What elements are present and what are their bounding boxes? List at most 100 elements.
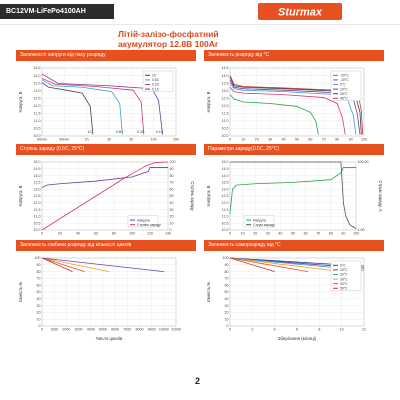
- legend-label: 10°C: [340, 87, 348, 91]
- y-tick-label: 0: [227, 324, 229, 328]
- chart-voltage-vs-time: 14.6 14.0 13.5 13.0 12.5 12.0 11.5 11.0 10.5 10.0…: [18, 66, 179, 151]
- y2-tick-label: 0: [170, 228, 172, 232]
- y-tick-label: 11.0: [34, 215, 41, 219]
- legend-label: 1C: [152, 74, 157, 78]
- y-tick-label: 14.6: [34, 66, 41, 70]
- y2-tick-label: 100.00: [358, 160, 369, 164]
- y-tick-label: 13.0: [222, 89, 229, 93]
- chart-discharge-vs-temp: 14.6 14.0 13.5 13.0 12.5 12.0 11.5 11.0 10.5 10.0…: [206, 66, 367, 151]
- legend-box: [142, 70, 174, 92]
- series-line: [41, 257, 85, 272]
- x-tick-label: 7000: [123, 328, 131, 332]
- legend-label: Струм заряду: [253, 223, 275, 227]
- x-tick-label: 80: [329, 232, 333, 236]
- page-header: BC12VM-LiFePo4100AH Sturmax: [0, 0, 400, 25]
- legend-label: 45°C: [340, 97, 348, 101]
- y2-axis-label: Ступінь заряду: [190, 181, 195, 211]
- y-tick-label: 90: [225, 263, 229, 267]
- x-tick-label: 60: [304, 232, 308, 236]
- x-tick-label: 6000: [111, 328, 119, 332]
- legend-label: 40°C: [340, 282, 348, 286]
- y2-tick-label: 70: [170, 181, 174, 185]
- legend-label: 50°C: [340, 287, 348, 291]
- y-tick-label: 70: [37, 277, 41, 281]
- x-tick-label: 2h: [85, 138, 89, 142]
- x-tick-label: 20: [255, 138, 259, 142]
- y-axis-label: Напруга, В: [206, 185, 211, 206]
- y-tick-label: 40: [37, 297, 41, 301]
- y-axis-label: Напруга, В: [18, 185, 23, 206]
- x-tick-label: 50: [291, 232, 295, 236]
- series-line: [229, 82, 357, 135]
- y-tick-label: 12.0: [34, 104, 41, 108]
- x-tick-label: 40: [282, 138, 286, 142]
- y-tick-label: 13.0: [222, 187, 229, 191]
- x-tick-label: 60: [94, 232, 98, 236]
- x-tick-label: 0: [229, 328, 231, 332]
- y-tick-label: 40: [225, 297, 229, 301]
- y-tick-label: 12.0: [222, 201, 229, 205]
- y-tick-label: 11.5: [222, 208, 229, 212]
- curve-label: 1C: [88, 130, 93, 134]
- x-tick-label: 6: [296, 328, 298, 332]
- x-tick-label: 90: [349, 138, 353, 142]
- panel-title: Залежність глибини розряду від кількості…: [16, 240, 196, 251]
- legend-label: 10°C: [340, 268, 348, 272]
- x-tick-label: 9000: [148, 328, 156, 332]
- y-tick-label: 0: [39, 324, 41, 328]
- y-tick-label: 11.5: [34, 112, 41, 116]
- y-tick-label: 12.5: [222, 96, 229, 100]
- legend-box: [127, 215, 159, 228]
- x-tick-label: 0: [229, 138, 231, 142]
- y-tick-label: 14.0: [222, 174, 229, 178]
- x-tick-label: 10: [241, 232, 245, 236]
- x-tick-label: 100: [361, 138, 367, 142]
- page-title: Літій-залізо-фосфатний акумулятор 12.8В …: [118, 29, 288, 49]
- chart-charge-degree: 15.0 14.5 14.0 13.5 13.0 12.5 12.0 11.5 11.0 10.5…: [18, 160, 195, 245]
- y-tick-label: 12.5: [34, 96, 41, 100]
- x-tick-label: 20h: [173, 138, 179, 142]
- curve-label: 0.1C: [156, 130, 164, 134]
- y-tick-label: 11.5: [34, 208, 41, 212]
- x-tick-label: 4: [274, 328, 276, 332]
- series-line: [41, 257, 110, 272]
- y-tick-label: 14.5: [222, 167, 229, 171]
- y-tick-label: 10.0: [222, 228, 229, 232]
- x-axis-label: Число циклів: [96, 336, 123, 341]
- y2-tick-label: 1.00: [358, 228, 365, 232]
- sturmax-logo: Sturmax: [258, 3, 342, 20]
- y-axis-label: Напруга, В: [18, 91, 23, 112]
- y-tick-label: 10.5: [34, 221, 41, 225]
- y2-tick-label: 60: [170, 187, 174, 191]
- y-tick-label: 12.0: [34, 201, 41, 205]
- x-tick-label: 100: [353, 232, 359, 236]
- y-tick-label: 14.0: [34, 174, 41, 178]
- model-label: BC12VM-LiFePo4100AH: [0, 4, 114, 19]
- y2-tick-label: 40: [170, 201, 174, 205]
- y-tick-label: 90: [37, 263, 41, 267]
- legend-label: -20°C: [340, 74, 349, 78]
- x-tick-label: 100: [129, 232, 135, 236]
- series-line: [41, 161, 169, 231]
- series-line: [229, 257, 342, 272]
- x-tick-label: 5h: [129, 138, 133, 142]
- curve-label: 0.2C: [137, 130, 145, 134]
- x-tick-label: 1000: [50, 328, 58, 332]
- x-tick-label: 40: [278, 232, 282, 236]
- y-tick-label: 10.0: [222, 134, 229, 138]
- x-tick-label: 80: [335, 138, 339, 142]
- y-tick-label: 13.5: [34, 81, 41, 85]
- y-tick-label: 13.0: [34, 89, 41, 93]
- panel-title: Параметри заряду(0.5C, 25°C): [204, 144, 384, 155]
- y-tick-label: 11.0: [222, 119, 229, 123]
- y-tick-label: 13.5: [34, 181, 41, 185]
- y2-tick-label: 80: [170, 174, 174, 178]
- x-tick-label: 12: [362, 328, 366, 332]
- x-tick-label: 80: [112, 232, 116, 236]
- x-tick-label: 10h: [151, 138, 157, 142]
- x-tick-label: 30: [266, 232, 270, 236]
- y-tick-label: 11.5: [222, 112, 229, 116]
- page-title-line1: Літій-залізо-фосфатний: [118, 29, 219, 39]
